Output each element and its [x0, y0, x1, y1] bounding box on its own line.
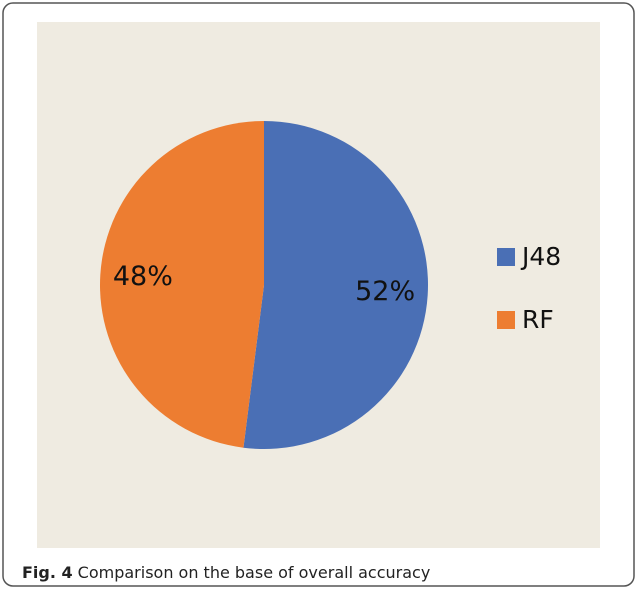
pie-slice: [100, 121, 265, 448]
caption-text: Comparison on the base of overall accura…: [78, 563, 431, 582]
legend-swatch: [497, 248, 515, 266]
legend-label: J48: [520, 242, 561, 271]
legend-swatch: [497, 311, 515, 329]
caption: Fig. 4 Comparison on the base of overall …: [22, 563, 430, 582]
data-label: 52%: [355, 276, 415, 307]
data-label: 48%: [113, 261, 173, 292]
legend-label: RF: [522, 305, 554, 334]
pie-slice: [243, 121, 429, 450]
caption-label: Fig. 4: [22, 563, 73, 582]
